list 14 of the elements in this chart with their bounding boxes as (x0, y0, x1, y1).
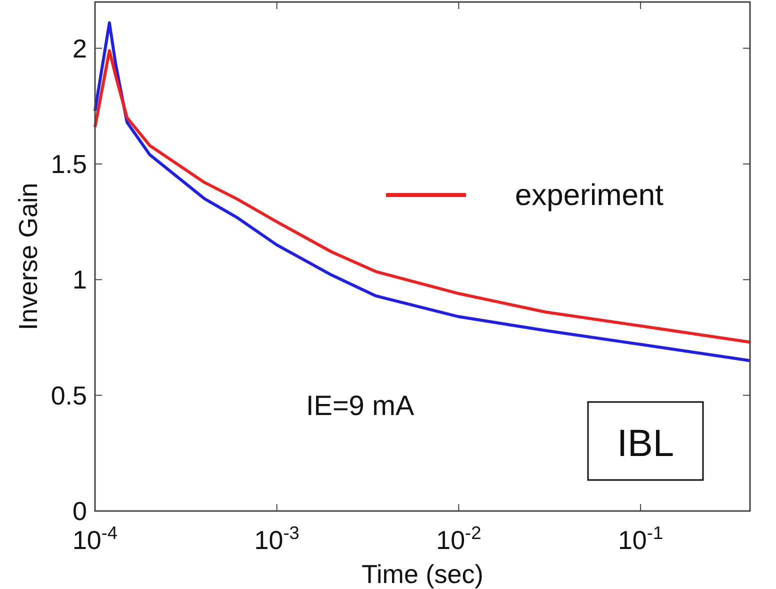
y-axis-title: Inverse Gain (13, 182, 43, 330)
annotation: IBL (616, 423, 674, 465)
y-tick-label: 1.5 (50, 148, 87, 179)
x-tick-label: 10$^{-4}$ (72, 523, 118, 555)
y-tick-label: 0.5 (50, 380, 87, 410)
x-axis-title: Time (sec) (362, 559, 484, 589)
legend-label: experiment (515, 179, 664, 212)
y-tick-label: 0 (72, 496, 87, 526)
annotation: IE=9 mA (306, 390, 414, 421)
x-tick-label: 10$^{-1}$ (618, 523, 664, 555)
x-tick-label: 10$^{-2}$ (436, 523, 482, 555)
x-tick-label: 10$^{-3}$ (254, 523, 300, 555)
y-tick-label: 2 (72, 33, 87, 64)
y-tick-label: 1 (72, 264, 87, 295)
